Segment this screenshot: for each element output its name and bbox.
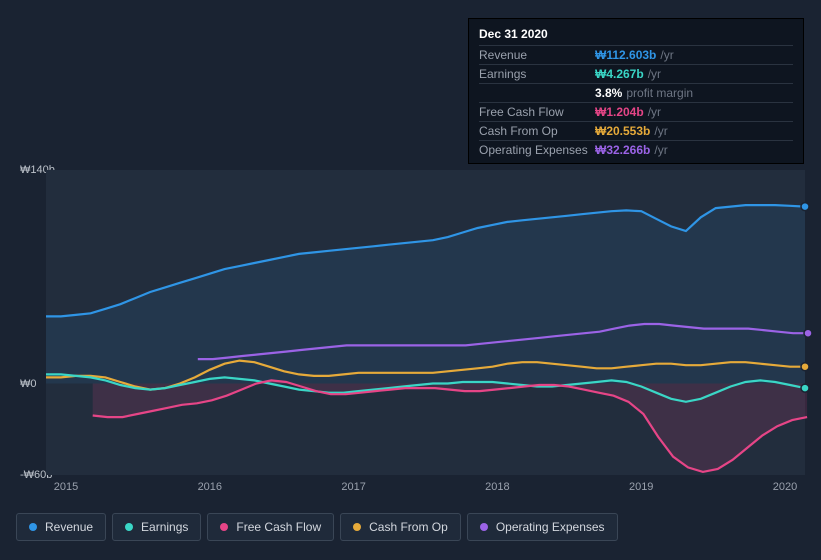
legend-dot-icon (220, 523, 228, 531)
tooltip-value: ₩1.204b (595, 105, 644, 119)
tooltip-unit: /yr (654, 143, 667, 157)
tooltip-unit: /yr (654, 124, 667, 138)
tooltip-row: 3.8% profit margin (479, 83, 793, 102)
legend-label: Earnings (141, 520, 188, 534)
legend-label: Operating Expenses (496, 520, 605, 534)
x-axis-label: 2016 (198, 481, 222, 493)
series-end-marker (804, 329, 812, 337)
tooltip-date: Dec 31 2020 (479, 25, 793, 45)
tooltip-label: Revenue (479, 48, 595, 62)
tooltip-unit: /yr (648, 105, 661, 119)
legend-label: Free Cash Flow (236, 520, 321, 534)
tooltip-unit: /yr (648, 67, 661, 81)
series-area-revenue (46, 205, 805, 383)
series-end-marker (801, 384, 809, 392)
hover-tooltip: Dec 31 2020 Revenue₩112.603b/yrEarnings₩… (468, 18, 804, 164)
series-end-marker (801, 203, 809, 211)
tooltip-value: ₩32.266b (595, 143, 650, 157)
legend-dot-icon (480, 523, 488, 531)
legend-label: Revenue (45, 520, 93, 534)
tooltip-label: Cash From Op (479, 124, 595, 138)
x-axis-label: 2015 (54, 481, 78, 493)
legend-item-free-cash-flow[interactable]: Free Cash Flow (207, 513, 334, 541)
tooltip-label: Operating Expenses (479, 143, 595, 157)
tooltip-value: ₩20.553b (595, 124, 650, 138)
financials-line-chart[interactable] (16, 170, 805, 475)
tooltip-row: Operating Expenses₩32.266b/yr (479, 140, 793, 159)
tooltip-label: Earnings (479, 67, 595, 81)
tooltip-value: ₩112.603b (595, 48, 656, 62)
x-axis-label: 2020 (773, 481, 797, 493)
x-axis-label: 2017 (341, 481, 365, 493)
legend-item-cash-from-op[interactable]: Cash From Op (340, 513, 461, 541)
legend-dot-icon (125, 523, 133, 531)
tooltip-row: Earnings₩4.267b/yr (479, 64, 793, 83)
plot-svg (46, 170, 805, 475)
legend-item-operating-expenses[interactable]: Operating Expenses (467, 513, 618, 541)
tooltip-value: 3.8% (595, 86, 622, 100)
x-axis: 2015 2016 2017 2018 2019 2020 (46, 481, 805, 493)
tooltip-value: ₩4.267b (595, 67, 644, 81)
chart-container: Dec 31 2020 Revenue₩112.603b/yrEarnings₩… (0, 0, 821, 560)
legend: Revenue Earnings Free Cash Flow Cash From O… (16, 513, 618, 541)
legend-dot-icon (29, 523, 37, 531)
legend-dot-icon (353, 523, 361, 531)
series-end-marker (801, 363, 809, 371)
x-axis-label: 2019 (629, 481, 653, 493)
legend-label: Cash From Op (369, 520, 448, 534)
tooltip-row: Cash From Op₩20.553b/yr (479, 121, 793, 140)
legend-item-revenue[interactable]: Revenue (16, 513, 106, 541)
tooltip-row: Free Cash Flow₩1.204b/yr (479, 102, 793, 121)
tooltip-unit: /yr (660, 48, 673, 62)
tooltip-row: Revenue₩112.603b/yr (479, 45, 793, 64)
series-area-free-cash-flow (93, 380, 807, 472)
legend-item-earnings[interactable]: Earnings (112, 513, 201, 541)
tooltip-unit: profit margin (626, 86, 693, 100)
tooltip-label: Free Cash Flow (479, 105, 595, 119)
x-axis-label: 2018 (485, 481, 509, 493)
